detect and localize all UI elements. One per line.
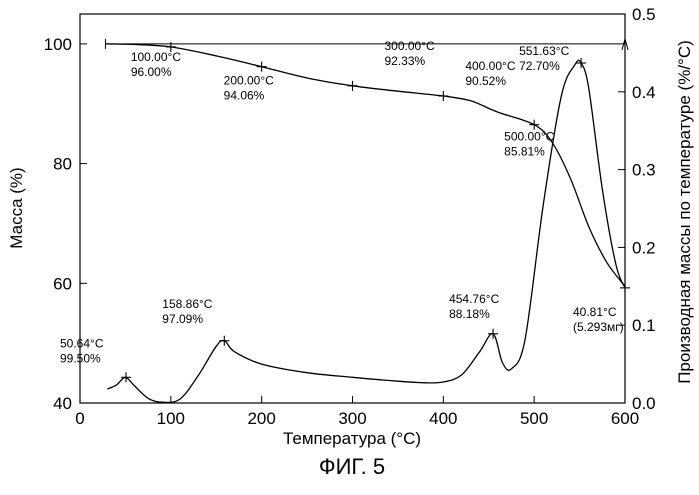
x-tick-label: 400 <box>429 409 457 428</box>
x-tick-label: 100 <box>157 409 185 428</box>
x-tick-label: 0 <box>75 409 84 428</box>
mass-curve-line <box>105 44 625 286</box>
x-tick-label: 300 <box>338 409 366 428</box>
annotation-label: 454.76°C <box>449 292 500 306</box>
annotation-label: 200.00°C <box>224 74 275 88</box>
annotation-label: 300.00°C <box>385 39 436 53</box>
annotation-label: 94.06% <box>224 89 265 103</box>
annotation-label: 40.81°C <box>573 305 617 319</box>
y-left-tick-label: 60 <box>53 274 72 293</box>
annotation-label: 92.33% <box>385 54 426 68</box>
annotation-label: 97.09% <box>162 312 203 326</box>
annotation-label: (5.293мг) <box>573 320 624 334</box>
annotation-label: 99.50% <box>60 351 101 365</box>
y-left-tick-label: 80 <box>53 155 72 174</box>
annotation-label: 90.52% <box>465 74 506 88</box>
annotation-label: 85.81% <box>504 145 545 159</box>
y-left-tick-label: 40 <box>53 394 72 413</box>
y-right-tick-label: 0.5 <box>632 5 656 24</box>
annotation-label: 72.70% <box>519 59 560 73</box>
y-right-tick-label: 0.0 <box>632 394 656 413</box>
y-right-axis-title: Производная массы по температуре (%/°C) <box>675 40 694 384</box>
y-right-tick-label: 0.2 <box>632 238 656 257</box>
annotation-label: 400.00°C <box>465 59 516 73</box>
derivative-curve-line <box>107 60 625 402</box>
annotation-label: 500.00°C <box>504 130 555 144</box>
annotation-label: 88.18% <box>449 307 490 321</box>
annotation-label: 551.63°C <box>519 44 570 58</box>
y-right-tick-label: 0.4 <box>632 83 656 102</box>
x-tick-label: 200 <box>247 409 275 428</box>
y-right-tick-label: 0.3 <box>632 161 656 180</box>
series-group <box>105 39 628 403</box>
annotation-group: 100.00°C96.00% 200.00°C94.06% 300.00°C92.3… <box>60 39 630 383</box>
y-left-tick-label: 100 <box>44 35 72 54</box>
y-left-axis-title: Масса (%) <box>7 167 26 248</box>
annotation-label: 50.64°C <box>60 336 104 350</box>
annotation-label: 158.86°C <box>162 297 213 311</box>
annotation-label: 100.00°C <box>131 50 182 64</box>
x-tick-label: 500 <box>520 409 548 428</box>
y-right-tick-label: 0.1 <box>632 316 656 335</box>
figure-label: ФИГ. 5 <box>319 454 385 479</box>
annotation-label: 96.00% <box>131 65 172 79</box>
x-axis-title: Температура (°C) <box>283 429 421 448</box>
